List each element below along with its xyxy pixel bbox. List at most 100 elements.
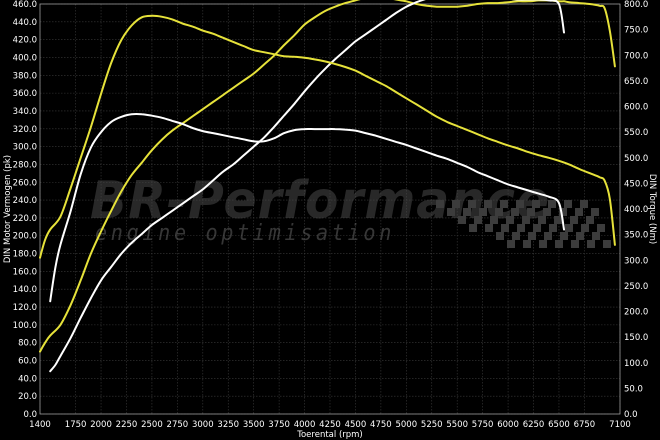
checker-square <box>500 200 508 208</box>
checker-square <box>560 232 568 240</box>
y-axis-left-ticks: 0.0 20.0 40.0 60.0 80.0 100.0 120.0 140.0 160.0 1… <box>13 0 37 420</box>
x-tick-label: 1400 <box>29 420 51 430</box>
checker-square <box>597 224 605 232</box>
series-line-3 <box>39 14 616 259</box>
checker-square <box>490 216 498 224</box>
y-right-tick-label: 650.0 <box>624 77 648 87</box>
x-tick-label: 2000 <box>90 420 112 430</box>
checker-square <box>447 208 455 216</box>
checker-square <box>570 216 578 224</box>
watermark: BR-Performance engine optimisation <box>90 171 611 248</box>
checker-square <box>564 200 572 208</box>
y-right-tick-label: 700.0 <box>624 51 648 61</box>
checker-square <box>511 208 519 216</box>
x-tick-label: 5000 <box>395 420 417 430</box>
y-right-tick-label: 400.0 <box>624 205 648 215</box>
y-left-tick-label: 80.0 <box>18 339 37 349</box>
y-left-tick-label: 240.0 <box>13 196 37 206</box>
watermark-tagline: engine optimisation <box>95 221 395 246</box>
checker-square <box>484 200 492 208</box>
x-tick-label: 3500 <box>243 420 265 430</box>
x-tick-label: 3250 <box>217 420 239 430</box>
series-line-2 <box>49 0 565 373</box>
y-left-tick-label: 20.0 <box>18 392 37 402</box>
y-right-tick-label: 800.0 <box>624 0 648 10</box>
x-tick-label: 6750 <box>574 420 596 430</box>
checker-square <box>591 208 599 216</box>
checker-square <box>576 232 584 240</box>
y-right-tick-label: 250.0 <box>624 282 648 292</box>
checker-square <box>512 232 520 240</box>
y-left-tick-label: 160.0 <box>13 267 37 277</box>
y-left-tick-label: 180.0 <box>13 250 37 260</box>
checker-square <box>532 200 540 208</box>
y-right-tick-label: 200.0 <box>624 308 648 318</box>
x-axis-title: Toerental (rpm) <box>296 430 363 440</box>
checker-square <box>538 216 546 224</box>
checker-square <box>548 200 556 208</box>
y-left-tick-label: 360.0 <box>13 89 37 99</box>
y-right-tick-label: 150.0 <box>624 333 648 343</box>
y-left-tick-label: 280.0 <box>13 160 37 170</box>
checker-square <box>571 240 579 248</box>
x-tick-label: 6500 <box>548 420 570 430</box>
x-axis-ticks: 1400 1750 2000 2250 2500 2750 3000 3250 3500 3750… <box>29 420 631 430</box>
checker-square <box>452 200 460 208</box>
x-tick-label: 3750 <box>268 420 290 430</box>
y-left-tick-label: 220.0 <box>13 214 37 224</box>
y-right-tick-label: 0.0 <box>624 410 638 420</box>
x-tick-label: 2250 <box>116 420 138 430</box>
x-tick-label: 5500 <box>446 420 468 430</box>
checker-square <box>592 232 600 240</box>
checker-square <box>554 216 562 224</box>
x-tick-label: 6250 <box>523 420 545 430</box>
checker-square <box>479 208 487 216</box>
y-left-tick-label: 120.0 <box>13 303 37 313</box>
y-left-tick-label: 260.0 <box>13 178 37 188</box>
y-left-tick-label: 380.0 <box>13 71 37 81</box>
checker-square <box>517 224 525 232</box>
x-tick-label: 1750 <box>65 420 87 430</box>
y-left-tick-label: 340.0 <box>13 107 37 117</box>
series-line-4 <box>49 112 565 303</box>
checker-square <box>575 208 583 216</box>
y-right-tick-label: 600.0 <box>624 103 648 113</box>
checker-square <box>468 200 476 208</box>
y-left-tick-label: 320.0 <box>13 125 37 135</box>
x-tick-label: 4750 <box>370 420 392 430</box>
x-tick-label: 5250 <box>421 420 443 430</box>
checker-square <box>516 200 524 208</box>
checker-square <box>469 224 477 232</box>
series-layer <box>39 0 616 373</box>
checker-square <box>496 232 504 240</box>
y-right-tick-label: 300.0 <box>624 256 648 266</box>
checker-square <box>587 240 595 248</box>
checker-square <box>474 216 482 224</box>
y-left-tick-label: 40.0 <box>18 374 37 384</box>
checker-square <box>495 208 503 216</box>
checker-square <box>586 216 594 224</box>
checker-square <box>539 240 547 248</box>
checker-square <box>436 200 444 208</box>
y-left-tick-label: 300.0 <box>13 143 37 153</box>
y-right-tick-label: 750.0 <box>624 26 648 36</box>
checker-square <box>507 240 515 248</box>
y-left-tick-label: 460.0 <box>13 0 37 10</box>
y-axis-left-title: DIN Motor Vermogen (pk) <box>3 155 13 263</box>
y-left-tick-label: 60.0 <box>18 357 37 367</box>
checker-square <box>565 224 573 232</box>
plot-frame <box>39 3 621 415</box>
x-tick-label: 2500 <box>141 420 163 430</box>
checker-square <box>522 216 530 224</box>
checker-square <box>580 200 588 208</box>
y-left-tick-label: 400.0 <box>13 53 37 63</box>
x-tick-label: 4500 <box>345 420 367 430</box>
checker-square <box>527 208 535 216</box>
x-tick-label: 5750 <box>472 420 494 430</box>
checker-square <box>506 216 514 224</box>
checker-square <box>528 232 536 240</box>
y-right-tick-label: 450.0 <box>624 179 648 189</box>
checker-square <box>555 240 563 248</box>
checker-square <box>581 224 589 232</box>
